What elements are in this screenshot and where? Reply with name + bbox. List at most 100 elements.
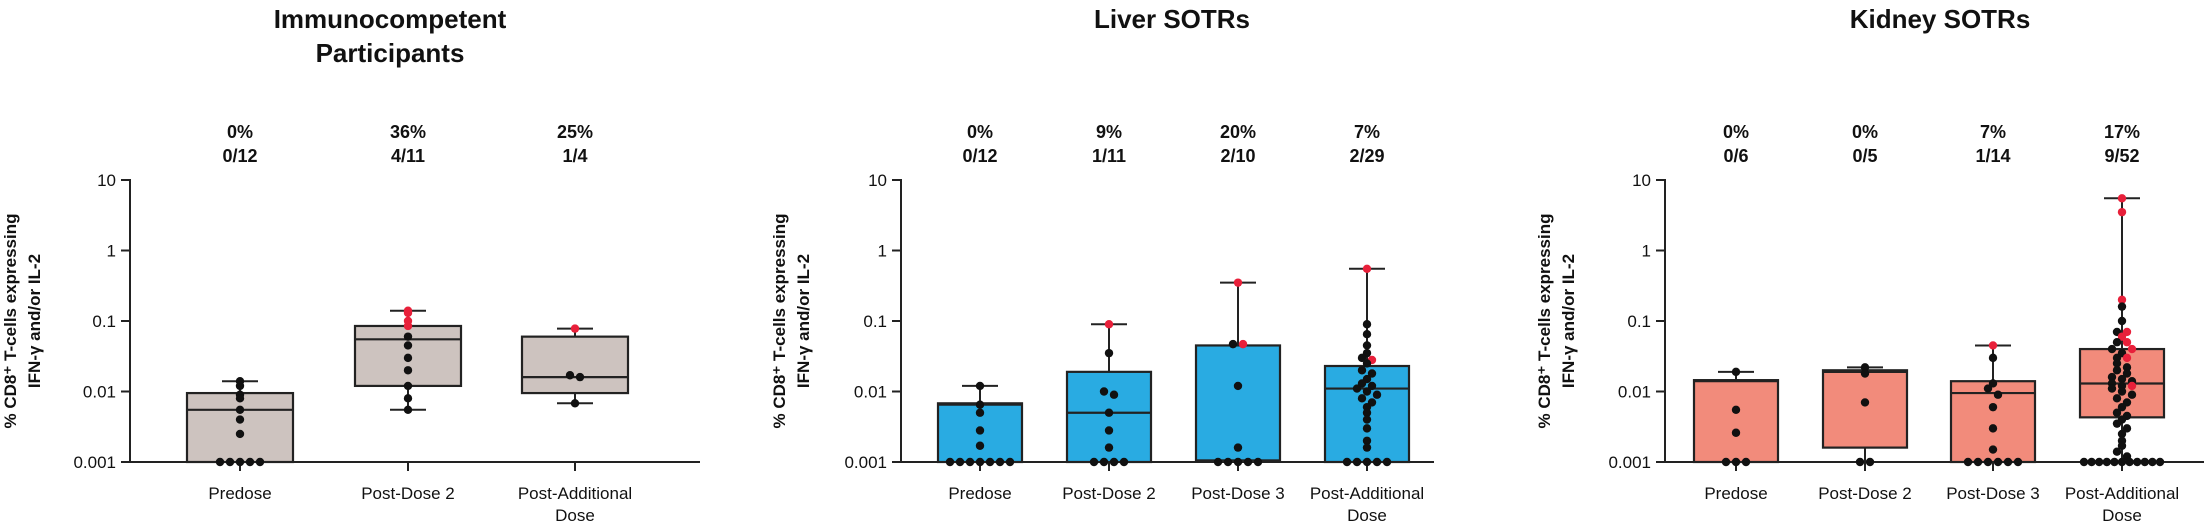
data-point bbox=[1860, 398, 1870, 407]
x-tick-label: Predose bbox=[1704, 484, 1767, 503]
data-point-responder bbox=[1238, 339, 1248, 349]
data-point bbox=[1860, 363, 1870, 372]
data-point bbox=[570, 399, 580, 408]
category-group: 17% 9/52 Post-Additional Dose bbox=[2065, 122, 2179, 525]
data-point bbox=[2107, 372, 2117, 382]
chart-panel: Liver SOTRs % CD8⁺ T-cells expressing IFN-… bbox=[770, 4, 1434, 525]
category-group: 36% 4/11 Post-Dose 2 bbox=[353, 122, 463, 503]
data-point bbox=[2140, 457, 2149, 467]
data-point bbox=[1741, 457, 1751, 467]
data-point bbox=[2122, 424, 2132, 433]
data-point bbox=[2102, 457, 2111, 467]
response-fraction: 1/14 bbox=[1975, 146, 2010, 166]
y-tick-label: 0.01 bbox=[1618, 383, 1651, 402]
category-group: 9% 1/11 Post-Dose 2 bbox=[1062, 122, 1156, 503]
data-point bbox=[2107, 344, 2117, 354]
data-point bbox=[403, 353, 413, 363]
y-tick-label: 0.1 bbox=[1627, 312, 1651, 331]
data-point bbox=[2148, 457, 2157, 467]
data-point bbox=[1213, 457, 1223, 467]
x-tick-label: Post-Dose 2 bbox=[1818, 484, 1912, 503]
data-point bbox=[1963, 457, 1973, 467]
data-point bbox=[2133, 457, 2142, 467]
data-point bbox=[2117, 429, 2127, 439]
data-point bbox=[1988, 402, 1998, 412]
data-point bbox=[1362, 415, 1372, 424]
data-point bbox=[403, 332, 413, 341]
y-tick-label: 0.1 bbox=[92, 312, 116, 331]
response-percent: 25% bbox=[557, 122, 593, 142]
data-point bbox=[235, 405, 245, 415]
data-point bbox=[1104, 408, 1114, 417]
data-point bbox=[1983, 457, 1993, 467]
y-tick-label: 1 bbox=[1642, 242, 1651, 261]
data-point bbox=[955, 457, 965, 467]
y-tick-label: 0.001 bbox=[844, 453, 887, 472]
data-point-responder bbox=[2122, 353, 2132, 363]
data-point bbox=[255, 457, 265, 467]
data-point bbox=[1865, 457, 1875, 467]
x-tick-label: Post-Dose 2 bbox=[361, 484, 455, 503]
chart-title: Participants bbox=[316, 38, 465, 68]
data-point bbox=[235, 429, 245, 439]
data-point bbox=[1372, 390, 1382, 399]
response-percent: 17% bbox=[2104, 122, 2140, 142]
data-point bbox=[575, 372, 585, 382]
data-point bbox=[1109, 457, 1119, 467]
response-percent: 9% bbox=[1096, 122, 1122, 142]
box-iqr bbox=[1194, 344, 1282, 462]
data-point-responder bbox=[1988, 341, 1998, 350]
data-point bbox=[565, 371, 575, 380]
data-point bbox=[1352, 457, 1362, 467]
y-axis-label: % CD8⁺ T-cells expressing bbox=[770, 214, 789, 429]
data-point bbox=[1233, 381, 1243, 391]
category-group: 0% 0/6 Predose bbox=[1692, 122, 1780, 503]
data-point-responder bbox=[1233, 278, 1243, 287]
data-point bbox=[1362, 341, 1372, 350]
chart-title: Immunocompetent bbox=[274, 4, 507, 34]
data-point bbox=[1253, 457, 1263, 467]
data-point bbox=[235, 381, 245, 391]
response-fraction: 0/5 bbox=[1852, 146, 1877, 166]
box-iqr bbox=[1821, 369, 1909, 449]
response-fraction: 0/12 bbox=[222, 146, 257, 166]
x-tick-label: Dose bbox=[555, 506, 595, 525]
data-point bbox=[2112, 338, 2122, 347]
x-tick-label: Post-Dose 2 bbox=[1062, 484, 1156, 503]
data-point bbox=[2117, 316, 2127, 326]
y-axis-label: IFN-γ and/or IL-2 bbox=[1559, 254, 1578, 388]
box-iqr bbox=[1692, 379, 1780, 464]
data-point bbox=[965, 457, 975, 467]
data-point-responder bbox=[1362, 264, 1372, 274]
response-fraction: 1/4 bbox=[562, 146, 587, 166]
data-point bbox=[1993, 390, 2003, 399]
category-group: 0% 0/5 Post-Dose 2 bbox=[1818, 122, 1912, 503]
response-fraction: 9/52 bbox=[2104, 146, 2139, 166]
data-point bbox=[403, 394, 413, 403]
category-group: 7% 2/29 Post-Additional Dose bbox=[1310, 122, 1424, 525]
data-point bbox=[1362, 436, 1372, 445]
data-point bbox=[2095, 457, 2104, 467]
data-point bbox=[945, 457, 955, 467]
box-iqr bbox=[520, 335, 630, 395]
response-percent: 7% bbox=[1354, 122, 1380, 142]
response-percent: 0% bbox=[227, 122, 253, 142]
x-tick-label: Post-Additional bbox=[1310, 484, 1424, 503]
data-point bbox=[1104, 426, 1114, 435]
y-tick-label: 10 bbox=[868, 171, 887, 190]
y-tick-label: 1 bbox=[107, 242, 116, 261]
x-tick-label: Post-Dose 3 bbox=[1946, 484, 2040, 503]
data-point bbox=[1860, 369, 1870, 378]
chart-panel: Kidney SOTRs % CD8⁺ T-cells expressing IFN… bbox=[1535, 4, 2204, 525]
y-axis-label: IFN-γ and/or IL-2 bbox=[794, 254, 813, 388]
response-fraction: 0/12 bbox=[962, 146, 997, 166]
data-point bbox=[995, 457, 1005, 467]
data-point bbox=[1362, 424, 1372, 433]
data-point bbox=[2112, 419, 2122, 428]
data-point bbox=[1005, 457, 1015, 467]
y-tick-label: 0.1 bbox=[863, 312, 887, 331]
data-point bbox=[1731, 428, 1741, 437]
data-point bbox=[2003, 457, 2013, 467]
data-point bbox=[1089, 457, 1099, 467]
